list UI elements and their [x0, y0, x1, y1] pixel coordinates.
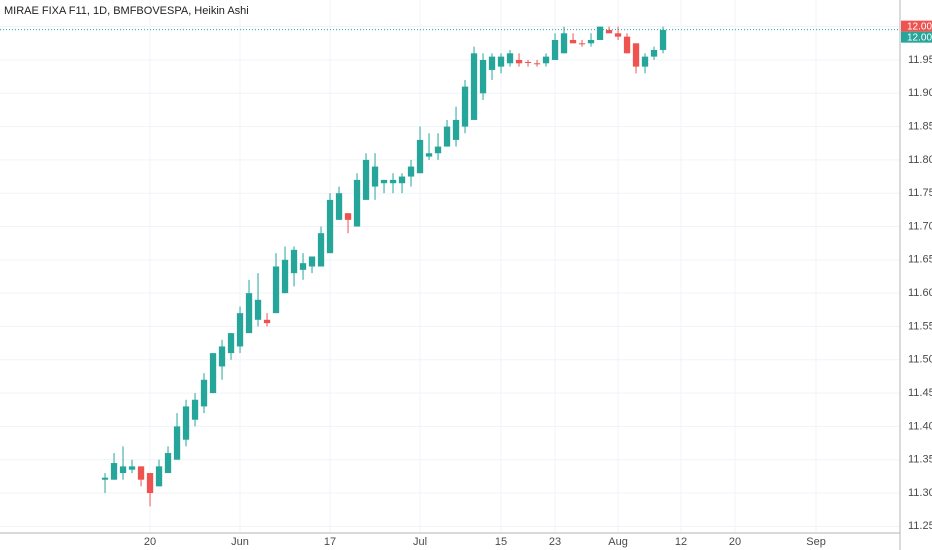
candle-body	[587, 39, 595, 44]
candle-body	[569, 39, 577, 44]
candle-body	[371, 166, 379, 187]
candle-body	[299, 263, 307, 270]
price-label-box	[901, 20, 932, 32]
candle-body	[317, 233, 325, 267]
candle-body	[434, 146, 442, 154]
price-label-box	[901, 31, 932, 43]
candle-body	[353, 179, 361, 227]
price-label: 12.00	[907, 21, 932, 32]
x-tick-label: Jun	[231, 536, 249, 548]
x-tick-label: 15	[495, 536, 507, 548]
grid	[0, 0, 900, 533]
y-tick-label: 11.50	[908, 354, 932, 366]
candle-body	[155, 466, 163, 487]
candle-body	[659, 29, 667, 50]
candle-body	[164, 453, 172, 474]
candle-body	[623, 36, 631, 54]
candle-body	[110, 463, 118, 480]
candle-body	[632, 43, 640, 67]
candle-body	[515, 59, 523, 64]
candle-body	[101, 477, 109, 480]
candle-body	[506, 53, 514, 64]
candle-body	[209, 353, 217, 394]
candle-body	[560, 33, 568, 54]
candle-body	[182, 406, 190, 440]
candle-body	[416, 139, 424, 174]
candle-body	[407, 166, 415, 177]
x-tick-label: Aug	[608, 536, 628, 548]
chart-title: MIRAE FIXA F11, 1D, BMFBOVESPA, Heikin A…	[4, 5, 249, 17]
y-tick-label: 11.75	[908, 187, 932, 199]
price-label: 12.00	[907, 32, 932, 43]
candle-body	[578, 43, 586, 45]
y-tick-label: 11.95	[908, 54, 932, 66]
candle-body	[344, 213, 352, 220]
y-tick-label: 11.90	[908, 87, 932, 99]
candle-body	[650, 49, 658, 57]
candle-body	[596, 26, 604, 40]
candle-body	[128, 466, 136, 470]
candle-body	[614, 33, 622, 37]
y-tick-label: 11.80	[908, 154, 932, 166]
y-tick-label: 11.25	[908, 520, 932, 532]
candle-body	[200, 379, 208, 407]
candle-body	[227, 333, 235, 354]
y-tick-label: 11.70	[908, 220, 932, 232]
candle-body	[254, 299, 262, 320]
candle-body	[452, 119, 460, 140]
candle-body	[236, 313, 244, 347]
candle-body	[479, 59, 487, 94]
candle-body	[389, 179, 397, 184]
y-tick-label: 11.40	[908, 420, 932, 432]
candle-body	[119, 466, 127, 474]
y-tick-label: 11.55	[908, 320, 932, 332]
x-tick-label: 20	[729, 536, 741, 548]
candle-body	[605, 29, 613, 34]
x-tick-label: Jul	[413, 536, 427, 548]
candle-body	[461, 86, 469, 127]
candle-body	[272, 266, 280, 314]
candle-body	[488, 56, 496, 70]
candle-body	[326, 199, 334, 254]
candle-body	[146, 473, 154, 494]
candle-body	[380, 179, 388, 184]
candle-body	[218, 346, 226, 367]
y-tick-label: 11.85	[908, 120, 932, 132]
candle-body	[551, 39, 559, 60]
candle-body	[308, 256, 316, 267]
candle-body	[191, 399, 199, 420]
candle-body	[362, 159, 370, 200]
candle-body	[263, 319, 271, 324]
x-tick-label: 23	[549, 536, 561, 548]
candle-body	[245, 293, 253, 334]
candle-body	[335, 193, 343, 220]
candle-body	[281, 259, 289, 294]
candle-body	[497, 56, 505, 67]
x-tick-label: Sep	[806, 536, 826, 548]
candle-body	[173, 426, 181, 460]
candle-body	[290, 249, 298, 274]
candle-body	[443, 126, 451, 147]
candle-body	[533, 63, 541, 65]
candle-body	[398, 176, 406, 184]
candle-body	[425, 153, 433, 157]
candle-body	[137, 466, 145, 480]
y-tick-label: 11.65	[908, 254, 932, 266]
y-tick-label: 11.30	[908, 487, 932, 499]
candle-body	[542, 56, 550, 64]
x-tick-label: 20	[144, 536, 156, 548]
y-tick-label: 11.60	[908, 287, 932, 299]
candle-body	[470, 53, 478, 120]
x-tick-label: 17	[324, 536, 336, 548]
candle-body	[641, 56, 649, 67]
y-tick-label: 11.45	[908, 387, 932, 399]
x-tick-label: 12	[675, 536, 687, 548]
y-tick-label: 11.35	[908, 454, 932, 466]
candle-body	[524, 61, 532, 63]
